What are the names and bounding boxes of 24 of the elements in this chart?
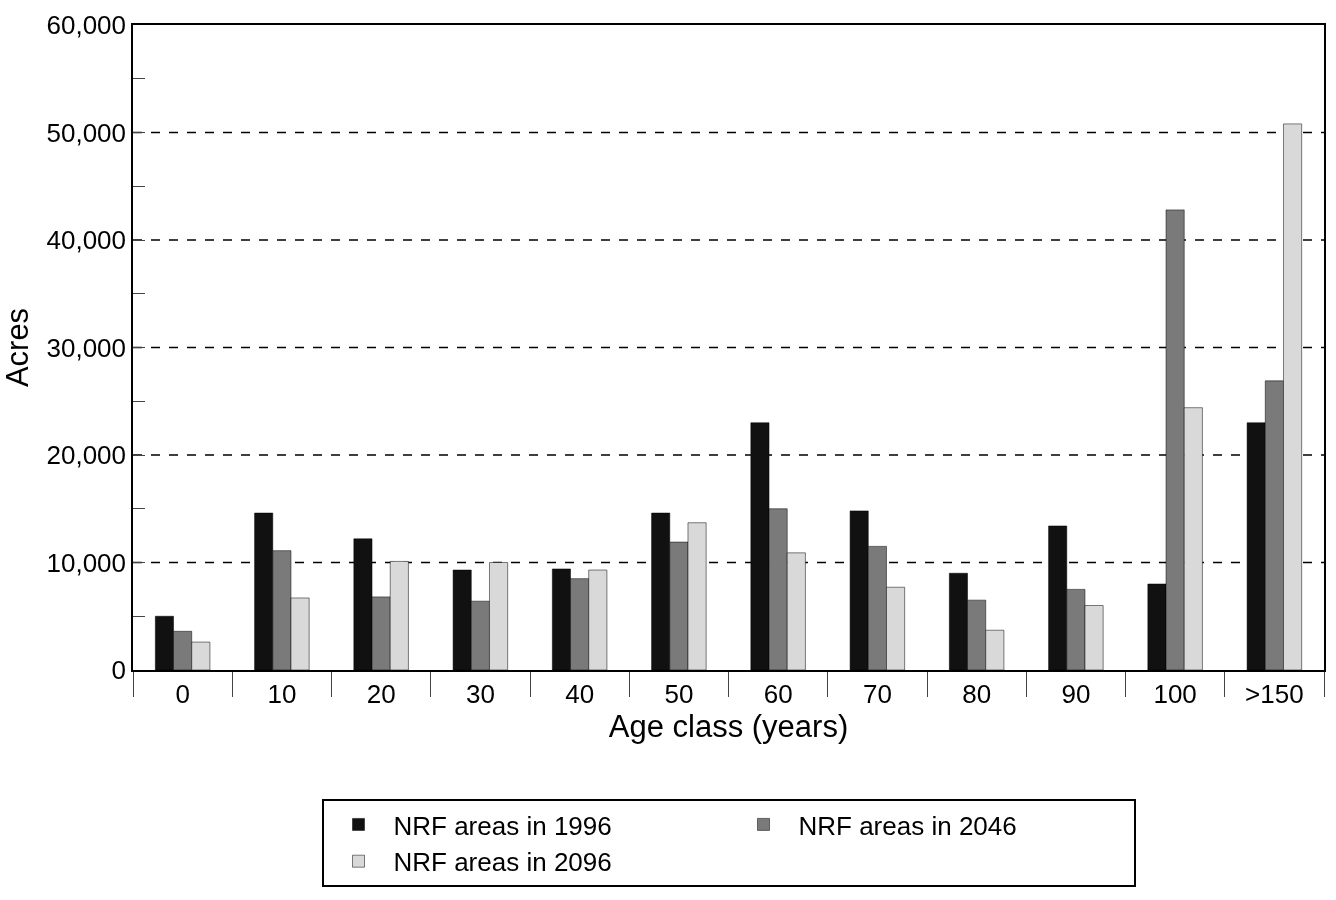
legend-label: NRF areas in 1996 xyxy=(393,810,612,841)
legend-label: NRF areas in 2046 xyxy=(798,810,1017,841)
x-tick-label: 100 xyxy=(1153,678,1197,709)
x-tick-label: >150 xyxy=(1245,678,1304,709)
x-tick-label: 90 xyxy=(1061,678,1091,709)
legend-label: NRF areas in 2096 xyxy=(393,847,612,878)
x-tick-label: 70 xyxy=(862,678,892,709)
y-tick-label: 10,000 xyxy=(46,547,127,578)
y-tick-label: 0 xyxy=(111,655,127,686)
y-tick-label: 30,000 xyxy=(46,332,127,363)
y-tick-label: 60,000 xyxy=(46,10,127,41)
y-axis-title: Acres xyxy=(0,307,35,388)
y-tick-label: 40,000 xyxy=(46,225,127,256)
x-tick-label: 60 xyxy=(763,678,793,709)
x-tick-label: 80 xyxy=(962,678,992,709)
x-tick-label: 40 xyxy=(565,678,595,709)
x-tick-label: 30 xyxy=(465,678,495,709)
y-tick-label: 50,000 xyxy=(46,117,127,148)
x-tick-label: 0 xyxy=(175,678,190,709)
x-tick-label: 50 xyxy=(664,678,694,709)
x-axis-title: Age class (years) xyxy=(608,708,849,744)
y-tick-label: 20,000 xyxy=(46,440,127,471)
x-tick-label: 10 xyxy=(267,678,297,709)
x-tick-label: 20 xyxy=(366,678,396,709)
